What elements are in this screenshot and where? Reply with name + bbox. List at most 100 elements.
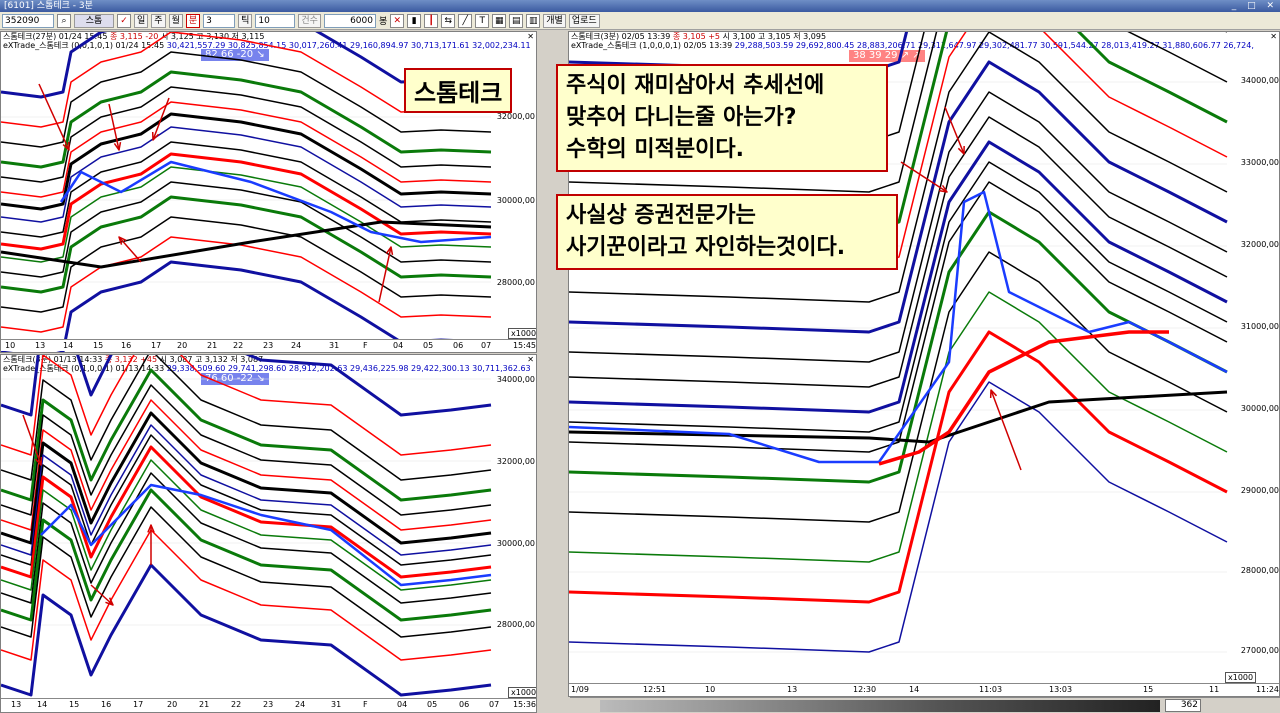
annotation-arrowhead (989, 389, 998, 399)
indicator-line (1, 506, 492, 638)
chart-scrollbar[interactable]: 362 (570, 697, 1280, 713)
indicator-legend: eXTrade_스톰테크 (0,0,1,0,1) 01/24 15:45 30,… (3, 41, 531, 50)
x-tick-label: F (363, 341, 368, 350)
period-day-button[interactable]: 일 (134, 13, 149, 28)
tick-select[interactable]: 10 (255, 13, 296, 28)
annotation-arrow (90, 584, 114, 606)
x-tick-label: 23 (263, 700, 274, 709)
annotation-arrowhead (35, 456, 43, 466)
y-tick-label: 28000,00 (496, 620, 535, 629)
signal-badge: 38 39 29 ↗ ↗ (849, 50, 925, 62)
close-icon[interactable]: ✕ (527, 32, 534, 41)
indicator-line (569, 190, 1228, 464)
indicator-line (1, 216, 492, 313)
window-controls[interactable]: _ □ ✕ (1231, 1, 1278, 11)
y-axis: 34000,00 33000,00 32000,00 31000,00 30000,00… (1227, 32, 1279, 682)
x-tick-label: 13 (35, 341, 46, 350)
annotation-arrow (900, 161, 948, 193)
close-icon[interactable]: ✕ (527, 355, 534, 364)
compare-icon[interactable]: ⇆ (441, 13, 456, 28)
x-tick-label: 13 (787, 685, 798, 694)
x-tick-label: 31 (331, 700, 342, 709)
x-tick-label: 10 (5, 341, 16, 350)
indicator-line (1, 32, 492, 128)
minute-select[interactable]: 3 (203, 13, 236, 28)
indicator-line (569, 390, 1228, 444)
table-icon[interactable]: ▤ (509, 13, 524, 28)
x-tick-label: 24 (295, 700, 306, 709)
search-icon[interactable]: ⌕ (57, 13, 71, 28)
indicator-line (569, 251, 1228, 523)
layout-icon[interactable]: ▥ (526, 13, 541, 28)
x-tick-label: 10 (705, 685, 716, 694)
indicator-line (569, 381, 1228, 653)
annotation-arrow (108, 103, 120, 151)
candle-icon[interactable]: ┃ (424, 13, 439, 28)
time-label: 15:45 (512, 341, 536, 350)
callout-line: 맞추어 다니는줄 아는가? (566, 104, 797, 130)
stock-name-field[interactable]: 스톰 (74, 13, 114, 28)
x-tick-label: 22 (231, 700, 242, 709)
period-minute-button[interactable]: 분 (185, 13, 201, 28)
x-tick-label: 17 (151, 341, 162, 350)
indicator-line (878, 330, 1169, 466)
y-tick-label: 30000,00 (496, 196, 535, 205)
zoom-label[interactable]: x1000 (508, 328, 536, 339)
annotation-arrow (378, 246, 392, 303)
annotation-arrow (118, 236, 142, 263)
indicator-line (1, 126, 492, 223)
callout-line: 수학의 미적분이다. (566, 136, 744, 162)
x-tick-label: 14 (909, 685, 920, 694)
indicator-line (59, 160, 492, 244)
pane-header: 스톰테크(3분) 02/05 13:39 종 3,105 +5 시 3,100 … (569, 32, 1279, 42)
close-icon[interactable]: ✕ (1270, 32, 1277, 41)
indicator-line (1, 166, 492, 263)
x-tick-label: 21 (207, 341, 218, 350)
indicator-line (1, 355, 492, 456)
count-input[interactable]: 6000 (323, 13, 376, 28)
x-tick-label: 20 (177, 341, 188, 350)
indicator-line (1, 472, 492, 604)
indicator-icon[interactable]: ✕ (390, 13, 405, 28)
bar-chart-icon[interactable]: ▮ (407, 13, 422, 28)
callout-box-2: 사실상 증권전문가는 사기꾼이라고 자인하는것이다. (556, 194, 898, 270)
tick-button[interactable]: 틱 (238, 13, 253, 28)
annotation-arrow (152, 97, 170, 141)
text-icon[interactable]: T (475, 13, 490, 28)
indicator-line (1, 434, 492, 566)
x-tick-label: 31 (329, 341, 340, 350)
indicator-line (569, 181, 1228, 453)
x-tick-label: 22 (233, 341, 244, 350)
zoom-label[interactable]: x1000 (508, 687, 536, 698)
indicator-line (1, 355, 492, 417)
y-tick-label: 32000,00 (496, 457, 535, 466)
scroll-count[interactable]: 362 (1165, 699, 1201, 712)
line-icon[interactable]: ╱ (458, 13, 473, 28)
y-tick-label: 34000,00 (1240, 76, 1279, 85)
zoom-label[interactable]: x1000 (1225, 672, 1257, 683)
annotation-arrowhead (147, 524, 155, 533)
indicator-line (1, 51, 492, 148)
x-tick-label: 17 (133, 700, 144, 709)
grid-icon[interactable]: ▦ (492, 13, 507, 28)
indicator-line (1, 101, 492, 198)
individual-button[interactable]: 개별 (543, 13, 566, 28)
annotation-arrowhead (938, 184, 948, 193)
favorite-icon[interactable]: ✓ (117, 13, 131, 28)
scroll-track[interactable] (600, 700, 1160, 712)
x-tick-label: 13:03 (1049, 685, 1073, 694)
annotation-arrow (990, 389, 1022, 471)
x-tick-label: 04 (397, 700, 408, 709)
indicator-line (40, 483, 492, 587)
stock-code-input[interactable]: 352090 (2, 13, 54, 28)
price-chart-svg (1, 355, 492, 697)
annotation-arrowhead (118, 236, 127, 245)
period-week-button[interactable]: 주 (151, 13, 166, 28)
period-month-button[interactable]: 월 (168, 13, 183, 28)
x-tick-label: 04 (393, 341, 404, 350)
chart-pane-bottom-left[interactable]: 스톰테크(3분) 01/13 14:33 종 3,132 +45 시 3,087… (0, 354, 537, 713)
indicator-line (1, 195, 492, 294)
x-tick-label: 11 (1209, 685, 1220, 694)
upload-button[interactable]: 업로드 (568, 13, 600, 28)
annotation-arrowhead (105, 597, 114, 606)
